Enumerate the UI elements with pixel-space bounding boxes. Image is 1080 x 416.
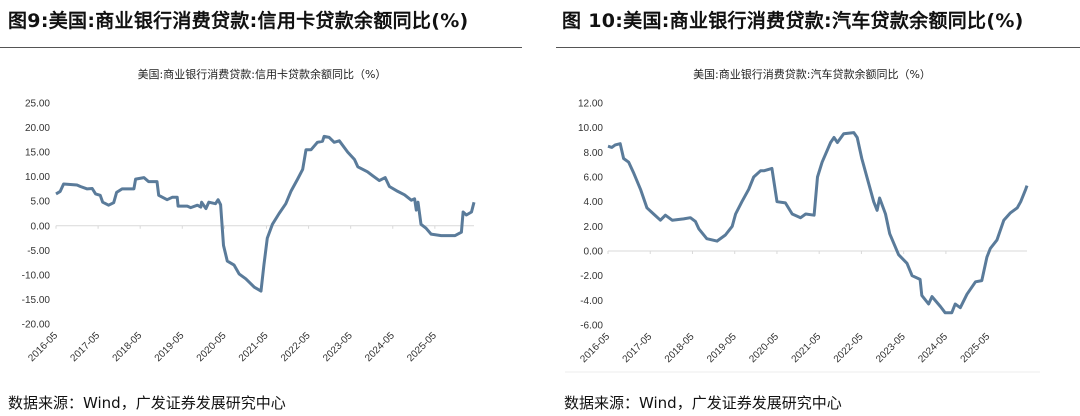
y-tick-label: -10.00 — [22, 270, 51, 281]
x-tick-label: 2019-05 — [705, 331, 739, 365]
y-tick-label: 2.00 — [584, 222, 604, 233]
x-tick-label: 2025-05 — [959, 331, 993, 365]
y-tick-label: 20.00 — [25, 123, 50, 134]
y-tick-label: 0.00 — [31, 221, 51, 232]
figure-10-title: 图 10:美国:商业银行消费贷款:汽车贷款余额同比(%) — [562, 10, 1024, 32]
y-tick-label: 10.00 — [578, 123, 603, 134]
title-divider — [0, 47, 522, 48]
y-tick-label: 15.00 — [25, 148, 50, 159]
x-tick-label: 2023-05 — [874, 331, 908, 365]
source-note: 数据来源：Wind，广发证券发展研究中心 — [564, 394, 842, 412]
y-tick-label: -15.00 — [22, 295, 51, 306]
source-note: 数据来源：Wind，广发证券发展研究中心 — [8, 394, 286, 412]
y-tick-label: -5.00 — [27, 246, 50, 257]
series-line — [55, 134, 476, 293]
x-tick-label: 2017-05 — [68, 330, 102, 364]
y-tick-label: 8.00 — [584, 148, 604, 159]
chart-2-title: 美国:商业银行消费贷款:汽车贷款余额同比（%） — [693, 68, 931, 81]
y-tick-label: -2.00 — [580, 271, 603, 282]
x-tick-label: 2024-05 — [363, 330, 397, 364]
y-tick-label: 12.00 — [578, 99, 603, 110]
x-tick-label: 2016-05 — [578, 331, 612, 365]
title-divider — [556, 47, 1080, 48]
x-tick-label: 2018-05 — [111, 330, 145, 364]
x-tick-label: 2023-05 — [321, 330, 355, 364]
series-line — [607, 131, 1029, 315]
y-tick-label: 0.00 — [584, 247, 604, 258]
x-tick-label: 2022-05 — [832, 331, 866, 365]
y-tick-label: 5.00 — [31, 197, 51, 208]
x-tick-label: 2024-05 — [916, 331, 950, 365]
x-tick-label: 2018-05 — [663, 331, 697, 365]
y-tick-label: -6.00 — [580, 321, 603, 332]
chart-1-title: 美国:商业银行消费贷款:信用卡贷款余额同比（%） — [137, 68, 387, 81]
x-tick-label: 2021-05 — [790, 331, 824, 365]
x-tick-label: 2016-05 — [26, 330, 60, 364]
x-tick-label: 2025-05 — [405, 330, 439, 364]
y-tick-label: 6.00 — [584, 173, 604, 184]
y-tick-label: -20.00 — [22, 320, 51, 331]
x-tick-label: 2020-05 — [747, 331, 781, 365]
x-tick-label: 2021-05 — [237, 330, 271, 364]
y-tick-label: 4.00 — [584, 197, 604, 208]
x-tick-label: 2020-05 — [195, 330, 229, 364]
x-tick-label: 2017-05 — [621, 331, 655, 365]
x-tick-label: 2022-05 — [279, 330, 313, 364]
figure-9-title: 图9:美国:商业银行消费贷款:信用卡贷款余额同比(%) — [8, 10, 469, 32]
y-tick-label: 10.00 — [25, 172, 50, 183]
y-tick-label: 25.00 — [25, 99, 50, 110]
y-tick-label: -4.00 — [580, 296, 603, 307]
x-tick-label: 2019-05 — [153, 330, 187, 364]
